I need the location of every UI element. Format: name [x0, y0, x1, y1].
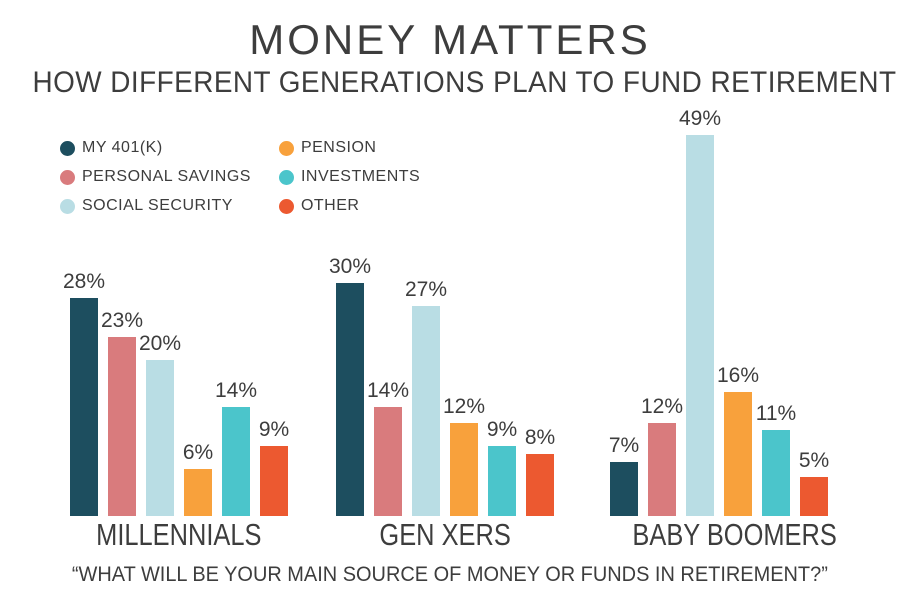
bar-my-401-k-millennials	[70, 298, 98, 516]
source-question: “WHAT WILL BE YOUR MAIN SOURCE OF MONEY …	[72, 563, 828, 586]
bar-value-label: 49%	[678, 107, 722, 130]
bar-my-401-k-gen-xers	[336, 283, 364, 516]
bar-slot-pension: 6%	[182, 116, 214, 516]
bar-value-label: 9%	[486, 418, 518, 441]
bar-slot-other: 8%	[524, 116, 556, 516]
bar-value-label: 20%	[138, 332, 182, 355]
bar-personal-savings-baby-boomers	[648, 423, 676, 516]
bar-my-401-k-baby-boomers	[610, 462, 638, 516]
bar-pension-gen-xers	[450, 423, 478, 516]
legend-dot-personal-savings-icon	[60, 169, 75, 185]
bar-slot-my-401-k: 7%	[608, 116, 640, 516]
legend-dot-my-401-k-icon	[60, 140, 75, 156]
legend-label: MY 401(K)	[82, 139, 163, 156]
legend-dot-other-icon	[278, 198, 294, 214]
bar-value-label: 12%	[640, 395, 684, 418]
group-label-millennials: MILLENNIALS	[70, 517, 288, 553]
bar-slot-other: 9%	[258, 116, 290, 516]
bar-slot-personal-savings: 12%	[641, 116, 683, 516]
legend: MY 401(K) PERSONAL SAVINGS SOCIAL SECURITY…	[60, 137, 451, 217]
bar-value-label: 14%	[366, 379, 410, 402]
bar-slot-investments: 9%	[486, 116, 518, 516]
bar-other-gen-xers	[526, 454, 554, 516]
legend-label: PERSONAL SAVINGS	[82, 168, 251, 185]
legend-label: SOCIAL SECURITY	[82, 197, 233, 214]
group-label-gen-xers: GEN XERS	[336, 517, 554, 553]
bar-investments-millennials	[222, 407, 250, 516]
bar-investments-gen-xers	[488, 446, 516, 516]
legend-dot-social-security-icon	[60, 198, 75, 214]
bar-slot-my-401-k: 28%	[63, 116, 105, 516]
bar-value-label: 8%	[524, 426, 556, 449]
bar-value-label: 5%	[798, 449, 830, 472]
bar-slot-pension: 12%	[443, 116, 485, 516]
bar-value-label: 11%	[755, 402, 797, 425]
group-label-baby-boomers: BABY BOOMERS	[610, 517, 836, 553]
bar-value-label: 23%	[100, 309, 144, 332]
legend-label: OTHER	[300, 197, 360, 214]
bar-slot-my-401-k: 30%	[329, 116, 371, 516]
legend-item-personal-savings: PERSONAL SAVINGS	[60, 166, 251, 188]
bar-slot-social-security: 20%	[139, 116, 181, 516]
bar-slot-investments: 11%	[756, 116, 796, 516]
group-label-text: BABY BOOMERS	[632, 517, 837, 552]
bar-value-label: 14%	[214, 379, 258, 402]
bar-slot-investments: 14%	[215, 116, 257, 516]
group-label-text: MILLENNIALS	[96, 517, 262, 552]
legend-item-pension: PENSION	[278, 137, 451, 159]
bar-social-security-millennials	[146, 360, 174, 516]
bar-slot-pension: 16%	[717, 116, 759, 516]
bar-slot-social-security: 27%	[405, 116, 447, 516]
bar-slot-personal-savings: 14%	[367, 116, 409, 516]
bar-pension-baby-boomers	[724, 392, 752, 516]
legend-dot-pension-icon	[278, 140, 294, 156]
bar-value-label: 27%	[404, 278, 448, 301]
bar-value-label: 16%	[716, 364, 760, 387]
legend-dot-investments-icon	[278, 169, 294, 185]
bar-social-security-baby-boomers	[686, 135, 714, 516]
bar-value-label: 28%	[62, 270, 106, 293]
legend-item-my-401-k: MY 401(K)	[60, 137, 251, 159]
legend-label: PENSION	[300, 139, 377, 156]
bar-group-baby-boomers: 7% 12% 49% 16% 11% 5%	[608, 107, 830, 516]
bar-value-label: 9%	[258, 418, 290, 441]
bar-investments-baby-boomers	[762, 430, 790, 516]
bar-value-label: 12%	[442, 395, 486, 418]
bar-group-millennials: 28% 23% 20% 6% 14% 9%	[63, 116, 290, 516]
bar-value-label: 6%	[182, 441, 214, 464]
bar-slot-social-security: 49%	[679, 107, 721, 516]
legend-item-other: OTHER	[278, 195, 451, 217]
bar-other-millennials	[260, 446, 288, 516]
bar-value-label: 7%	[608, 434, 640, 457]
bar-social-security-gen-xers	[412, 306, 440, 516]
bar-group-gen-xers: 30% 14% 27% 12% 9% 8%	[329, 116, 556, 516]
bar-slot-other: 5%	[798, 116, 830, 516]
chart-subtitle: HOW DIFFERENT GENERATIONS PLAN TO FUND R…	[32, 66, 897, 99]
bar-personal-savings-millennials	[108, 337, 136, 516]
group-label-text: GEN XERS	[379, 517, 511, 552]
bar-slot-personal-savings: 23%	[101, 116, 143, 516]
chart-title: MONEY MATTERS	[249, 16, 651, 63]
legend-item-investments: INVESTMENTS	[278, 166, 451, 188]
bar-value-label: 30%	[328, 255, 372, 278]
legend-item-social-security: SOCIAL SECURITY	[60, 195, 251, 217]
bar-other-baby-boomers	[800, 477, 828, 516]
bar-personal-savings-gen-xers	[374, 407, 402, 516]
bar-pension-millennials	[184, 469, 212, 516]
legend-label: INVESTMENTS	[300, 168, 421, 185]
